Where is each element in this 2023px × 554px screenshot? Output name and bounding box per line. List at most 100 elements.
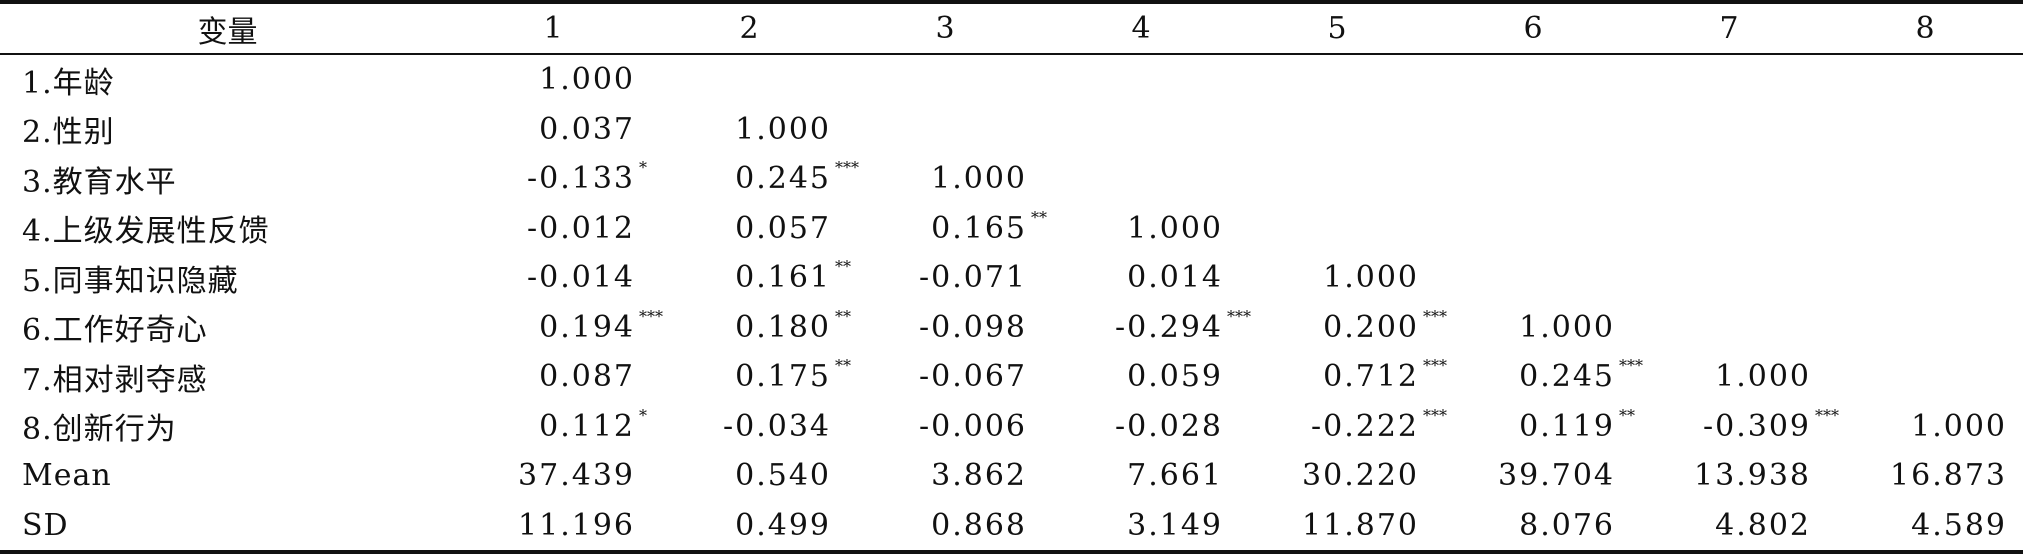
table-row: Mean 37.439 0.540 3.862 7.661 30.220 39.704 13.… bbox=[0, 451, 2023, 501]
table-row: 3.教育水平 -0.133 * 0.245 *** 1.000 bbox=[0, 154, 2023, 204]
table-cell: 0.200 *** bbox=[1239, 303, 1447, 353]
table-cell: 0.499 bbox=[651, 500, 847, 554]
table-row: 7.相对剥夺感 0.087 0.175 ** -0.067 0.059 0.712 *** 0.… bbox=[0, 352, 2023, 402]
significance-marker: * bbox=[639, 405, 647, 425]
significance-marker: *** bbox=[1815, 405, 1839, 425]
row-label: 2.性别 bbox=[22, 115, 115, 151]
table-cell bbox=[1827, 105, 2023, 155]
significance-marker: *** bbox=[1423, 405, 1447, 425]
table-cell bbox=[1239, 154, 1435, 204]
cell-value: 0.165 bbox=[931, 210, 1027, 246]
cell-value: 0.175 bbox=[735, 359, 831, 395]
cell-value: 0.245 bbox=[1519, 359, 1615, 395]
table-cell: 11.196 bbox=[455, 500, 651, 554]
table-row: 6.工作好奇心 0.194 *** 0.180 ** -0.098 -0.294 *** 0.2… bbox=[0, 303, 2023, 353]
table-cell bbox=[1827, 303, 2023, 353]
table-cell: -0.309 *** bbox=[1631, 402, 1839, 452]
row-label: SD bbox=[0, 500, 455, 554]
table-cell: -0.028 bbox=[1043, 402, 1239, 452]
table-cell bbox=[1631, 253, 1827, 303]
cell-value: 0.059 bbox=[1127, 359, 1223, 395]
cell-value: 0.200 bbox=[1323, 309, 1419, 345]
cell-value: 0.540 bbox=[735, 458, 831, 494]
header-column-6: 6 bbox=[1435, 0, 1631, 55]
significance-marker: *** bbox=[1619, 356, 1643, 375]
table-cell: 1.000 bbox=[1435, 303, 1631, 353]
table-cell bbox=[651, 54, 847, 105]
table-cell: 0.161 ** bbox=[651, 253, 851, 303]
table-row: 2.性别 0.037 1.000 bbox=[0, 105, 2023, 155]
significance-marker: *** bbox=[1423, 356, 1447, 375]
table-cell bbox=[1631, 204, 1827, 254]
table-cell: 1.000 bbox=[1043, 204, 1239, 254]
cell-value: -0.098 bbox=[918, 309, 1027, 345]
table-cell: 1.000 bbox=[455, 54, 651, 105]
cell-value: 1.000 bbox=[735, 111, 831, 147]
cell-value: -0.014 bbox=[526, 260, 635, 296]
table-row: 8.创新行为 0.112 * -0.034 -0.006 -0.028 -0.222 *** 0… bbox=[0, 402, 2023, 452]
cell-value: 11.196 bbox=[518, 507, 635, 543]
cell-value: 1.000 bbox=[931, 161, 1027, 197]
table-cell: 11.870 bbox=[1239, 500, 1435, 554]
table-header: 变量 1 2 3 4 5 6 7 8 bbox=[0, 0, 2023, 55]
table-cell bbox=[1435, 253, 1631, 303]
table-cell: -0.098 bbox=[847, 303, 1043, 353]
cell-value: -0.028 bbox=[1114, 408, 1223, 444]
cell-value: -0.222 bbox=[1310, 408, 1419, 444]
table-row: 1.年龄 1.000 bbox=[0, 54, 2023, 105]
significance-marker: *** bbox=[1423, 306, 1447, 326]
cell-value: 3.149 bbox=[1127, 507, 1223, 543]
significance-marker: *** bbox=[639, 306, 663, 326]
table-cell: 3.862 bbox=[847, 451, 1043, 501]
table-cell: 7.661 bbox=[1043, 451, 1239, 501]
cell-value: 30.220 bbox=[1302, 458, 1419, 494]
cell-value: -0.309 bbox=[1702, 408, 1811, 444]
cell-value: 0.057 bbox=[735, 210, 831, 246]
cell-value: 1.000 bbox=[1519, 309, 1615, 345]
table-cell: -0.071 bbox=[847, 253, 1043, 303]
table-cell bbox=[1631, 154, 1827, 204]
table-cell bbox=[847, 54, 1043, 105]
cell-value: 0.112 bbox=[539, 408, 635, 444]
cell-value: 0.245 bbox=[735, 161, 831, 197]
table-cell bbox=[1043, 54, 1239, 105]
table-cell: -0.294 *** bbox=[1043, 303, 1251, 353]
table-cell bbox=[1239, 54, 1435, 105]
table-cell bbox=[1631, 54, 1827, 105]
cell-value: 13.938 bbox=[1694, 458, 1811, 494]
table-cell: 0.712 *** bbox=[1239, 352, 1447, 402]
cell-value: 7.661 bbox=[1127, 458, 1223, 494]
cell-value: 1.000 bbox=[1715, 359, 1811, 395]
table-cell: 1.000 bbox=[847, 154, 1043, 204]
cell-value: 1.000 bbox=[1323, 260, 1419, 296]
cell-value: 0.161 bbox=[735, 260, 831, 296]
table-cell: 0.245 *** bbox=[651, 154, 859, 204]
cell-value: 0.868 bbox=[931, 507, 1027, 543]
significance-marker: ** bbox=[835, 257, 851, 276]
table-cell: -0.012 bbox=[455, 204, 651, 254]
table-cell: -0.222 *** bbox=[1239, 402, 1447, 452]
table-cell: 0.112 * bbox=[455, 402, 651, 452]
cell-value: 0.499 bbox=[735, 507, 831, 543]
cell-value: 39.704 bbox=[1498, 458, 1615, 494]
table-cell: -0.067 bbox=[847, 352, 1043, 402]
significance-marker: ** bbox=[1031, 207, 1047, 227]
cell-value: -0.067 bbox=[918, 359, 1027, 395]
table-cell bbox=[1043, 105, 1239, 155]
table-cell: 0.119 ** bbox=[1435, 402, 1635, 452]
cell-value: -0.034 bbox=[722, 408, 831, 444]
header-column-4: 4 bbox=[1043, 0, 1239, 55]
table-cell bbox=[1239, 105, 1435, 155]
table-cell: 0.057 bbox=[651, 204, 847, 254]
table-cell bbox=[1631, 105, 1827, 155]
table-cell: 3.149 bbox=[1043, 500, 1239, 554]
table-cell bbox=[1827, 54, 2023, 105]
table-cell: 0.059 bbox=[1043, 352, 1239, 402]
cell-value: 1.000 bbox=[539, 62, 635, 98]
table-cell: -0.006 bbox=[847, 402, 1043, 452]
table-row: 5.同事知识隐藏 -0.014 0.161 ** -0.071 0.014 1.000 bbox=[0, 253, 2023, 303]
header-column-5: 5 bbox=[1239, 0, 1435, 55]
row-label: 1.年龄 bbox=[22, 65, 115, 101]
